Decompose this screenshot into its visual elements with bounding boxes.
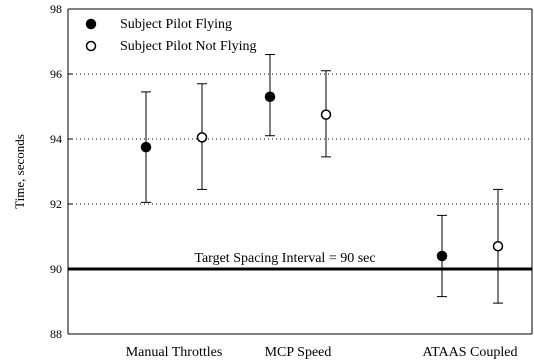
y-tick-label-90: 90 bbox=[50, 262, 62, 276]
y-tick-label-94: 94 bbox=[50, 132, 62, 146]
x-category-label: MCP Speed bbox=[265, 345, 332, 360]
data-point-filled bbox=[140, 141, 152, 153]
y-tick-label-96: 96 bbox=[50, 67, 62, 81]
reference-line-label: Target Spacing Interval = 90 sec bbox=[194, 251, 375, 266]
y-tick-label-92: 92 bbox=[50, 197, 62, 211]
legend-marker-pilot-flying bbox=[85, 18, 97, 30]
legend: Subject Pilot Flying Subject Pilot Not F… bbox=[85, 17, 257, 54]
y-tick-label-98: 98 bbox=[50, 2, 62, 16]
y-axis-label: Time, seconds bbox=[12, 134, 27, 209]
data-points bbox=[140, 91, 504, 262]
legend-marker-pilot-not-flying bbox=[85, 40, 97, 52]
legend-label-pilot-flying: Subject Pilot Flying bbox=[120, 17, 232, 32]
data-point-filled bbox=[264, 91, 276, 102]
data-point-filled bbox=[436, 250, 448, 262]
grid-lines bbox=[68, 73, 532, 205]
category-labels: Manual Throttles MCP Speed ATAAS Coupled bbox=[126, 345, 518, 360]
x-category-label: ATAAS Coupled bbox=[423, 345, 518, 360]
y-tick-label-88: 88 bbox=[50, 327, 62, 341]
data-point-open bbox=[320, 109, 332, 120]
y-ticks: 88 90 92 94 96 98 bbox=[50, 2, 73, 341]
data-point-open bbox=[492, 241, 504, 252]
data-point-open bbox=[196, 132, 208, 143]
legend-label-pilot-not-flying: Subject Pilot Not Flying bbox=[120, 39, 257, 54]
x-category-label: Manual Throttles bbox=[126, 345, 223, 360]
